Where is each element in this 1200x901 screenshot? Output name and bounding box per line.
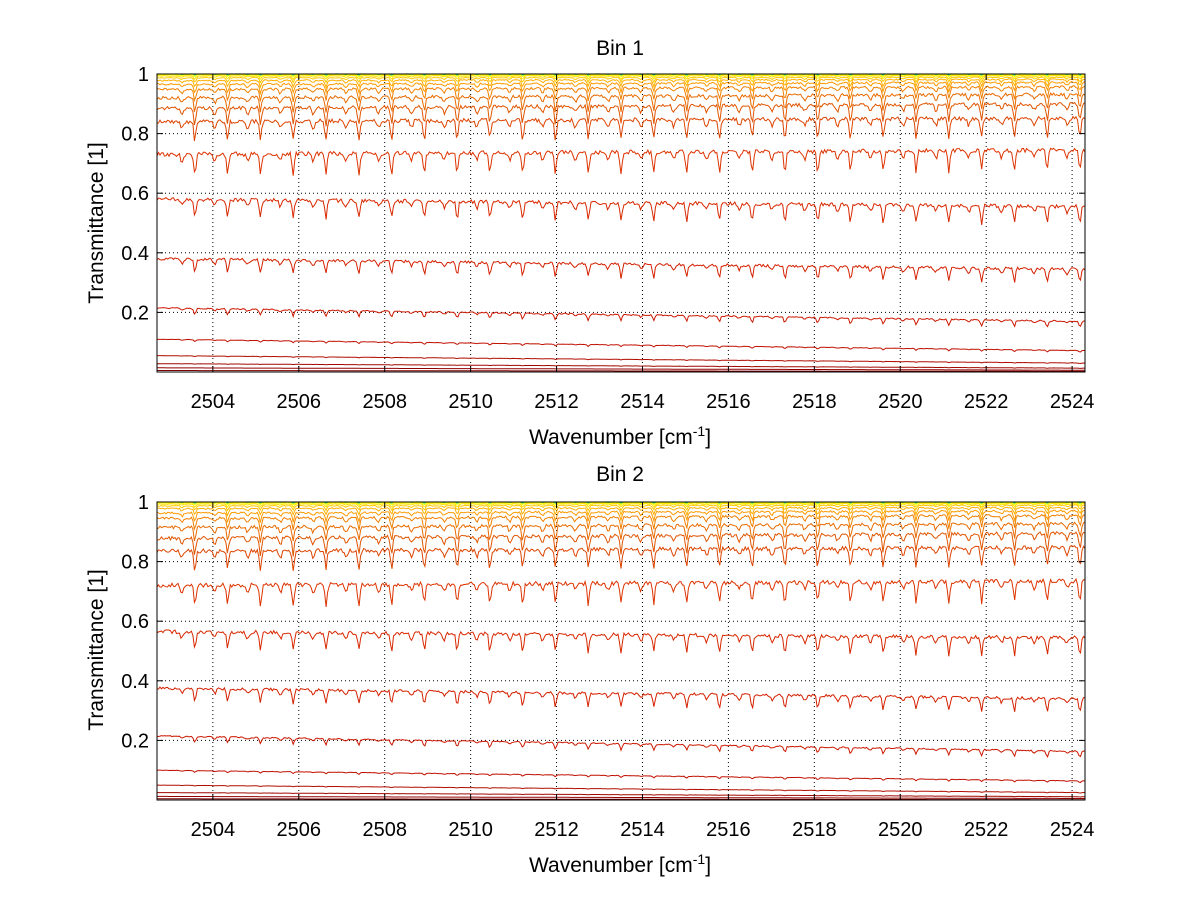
series-line	[156, 629, 1086, 657]
y-axis-label: Transmittance [1]	[85, 569, 108, 730]
y-tick-label: 0.4	[121, 671, 149, 693]
series-line	[156, 92, 1086, 113]
series-line	[156, 504, 1085, 512]
series-line	[157, 686, 1086, 712]
y-tick-label: 1	[138, 64, 149, 86]
y-tick-label: 0.6	[121, 611, 149, 633]
x-axis-label-end: ]	[705, 854, 711, 877]
x-tick-label: 2522	[964, 819, 1009, 841]
x-tick-label: 2516	[706, 819, 751, 841]
subplot-bin-2: Bin 2 2504 2506 2508 2510 2512 2514 2516 2518 25…	[85, 463, 1094, 877]
x-tick-label: 2524	[1050, 391, 1095, 413]
series-line	[157, 367, 1085, 371]
y-ticks: 0.2 0.4 0.6 0.8 1	[121, 64, 1085, 324]
series-line	[156, 502, 1085, 506]
series-line	[156, 76, 1086, 84]
y-tick-label: 0.8	[121, 124, 149, 146]
series-line	[156, 513, 1086, 532]
series-line	[156, 502, 1086, 509]
series-line	[156, 531, 1086, 557]
y-ticks: 0.2 0.4 0.6 0.8 1	[121, 492, 1085, 752]
series-line	[157, 74, 1085, 78]
series-line	[156, 307, 1086, 328]
x-tick-label: 2510	[448, 819, 493, 841]
x-tick-label: 2504	[191, 391, 236, 413]
x-tick-label: 2506	[277, 391, 322, 413]
x-axis-label-superscript: -1	[693, 423, 706, 439]
series-line	[156, 544, 1086, 571]
series-line	[156, 506, 1086, 517]
x-axis-label-end: ]	[705, 426, 711, 449]
x-tick-label: 2504	[191, 819, 236, 841]
series-line	[156, 257, 1086, 283]
x-axis-label: Wavenumber [cm-1]	[529, 851, 711, 877]
y-tick-label: 0.6	[121, 183, 149, 205]
x-axis-label: Wavenumber [cm-1]	[529, 423, 711, 449]
plot-title: Bin 2	[596, 463, 644, 486]
x-tick-label: 2508	[362, 819, 407, 841]
x-axis-label-main: Wavenumber [cm	[529, 426, 693, 449]
x-tick-label: 2514	[620, 819, 665, 841]
series-line	[156, 80, 1086, 96]
series-line	[156, 78, 1086, 89]
x-axis-label-main: Wavenumber [cm	[529, 854, 693, 877]
series-line	[156, 115, 1086, 142]
x-tick-label: 2516	[706, 391, 751, 413]
series-line	[157, 795, 1085, 799]
x-tick-label: 2520	[878, 391, 923, 413]
x-tick-label: 2520	[878, 819, 923, 841]
series-line	[156, 509, 1086, 524]
y-tick-label: 0.8	[121, 552, 149, 574]
y-tick-label: 1	[138, 492, 149, 514]
x-tick-label: 2508	[362, 391, 407, 413]
series-line	[156, 147, 1086, 176]
x-tick-label: 2524	[1050, 819, 1095, 841]
series-line	[157, 792, 1085, 798]
y-tick-label: 0.2	[121, 730, 149, 752]
series-group	[156, 501, 1086, 801]
subplot-bin-1: Bin 1 2504 2506 2508 2510 2512 2514 2516 2518 25…	[85, 37, 1094, 449]
axes-box	[156, 73, 1086, 373]
x-tick-label: 2510	[448, 391, 493, 413]
y-axis-label: Transmittance [1]	[85, 142, 108, 303]
plot-title: Bin 1	[596, 37, 644, 60]
series-line	[156, 74, 1086, 81]
x-tick-label: 2514	[620, 391, 665, 413]
series-line	[157, 370, 1085, 372]
series-line	[156, 363, 1085, 369]
x-tick-label: 2522	[964, 391, 1009, 413]
x-tick-label: 2512	[534, 819, 579, 841]
x-tick-label: 2512	[534, 391, 579, 413]
x-tick-label: 2518	[792, 819, 837, 841]
series-line	[156, 101, 1086, 127]
y-tick-label: 0.2	[121, 302, 149, 324]
x-tick-label: 2518	[792, 391, 837, 413]
series-line	[156, 196, 1086, 226]
series-line	[156, 338, 1086, 353]
x-tick-label: 2506	[277, 819, 322, 841]
series-line	[156, 85, 1086, 103]
x-ticks: 2504 2506 2508 2510 2512 2514 2516 2518 2520 2522…	[191, 502, 1095, 841]
series-line	[156, 577, 1085, 607]
y-tick-label: 0.4	[121, 243, 149, 265]
series-line	[157, 355, 1086, 365]
axes-box	[156, 501, 1086, 801]
series-line	[157, 784, 1085, 794]
x-axis-label-superscript: -1	[693, 851, 706, 867]
series-line	[156, 521, 1086, 543]
series-line	[156, 769, 1086, 783]
x-ticks: 2504 2506 2508 2510 2512 2514 2516 2518 2520 2522…	[191, 74, 1095, 413]
series-line	[156, 735, 1086, 758]
